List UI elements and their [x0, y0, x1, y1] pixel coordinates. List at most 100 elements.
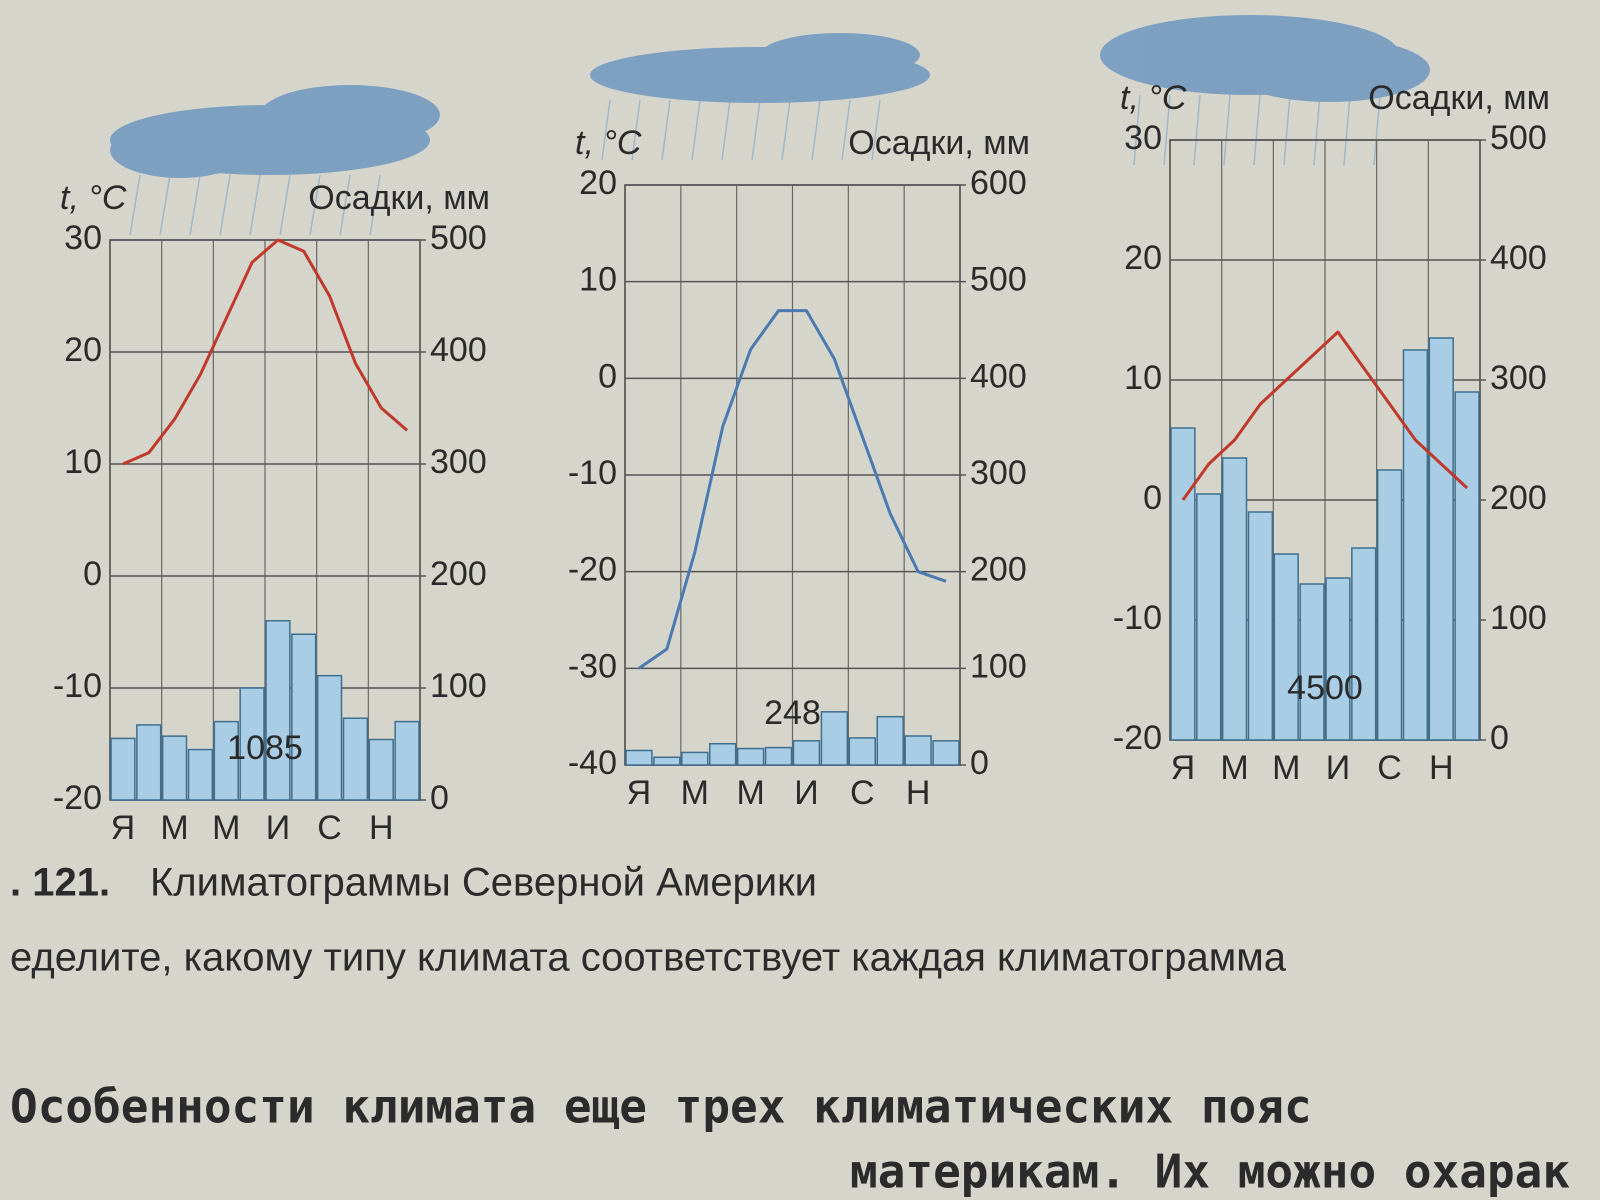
precipitation-bar: [187, 748, 214, 801]
y-axis-title: t, °C: [60, 179, 127, 217]
y-tick-label: -20: [53, 779, 102, 817]
y-axis-title: t, °C: [1120, 79, 1187, 117]
precipitation-bar: [136, 724, 162, 801]
x-tick-label: И: [794, 774, 818, 812]
precipitation-bar: [625, 749, 653, 766]
precipitation-bar: [792, 740, 821, 766]
x-tick-label: И: [1326, 749, 1350, 787]
temperature-line: [1181, 330, 1469, 501]
clouds: [110, 15, 1430, 178]
y-tick-label: -40: [568, 744, 617, 782]
y-tick-label: 10: [579, 261, 617, 299]
precipitation-bar: [342, 717, 369, 801]
temperature-line: [122, 238, 409, 466]
x-tick-label: Н: [906, 774, 931, 812]
x-tick-label: С: [850, 774, 875, 812]
precipitation-bar: [1247, 511, 1274, 741]
y2-tick-label: 100: [430, 667, 487, 705]
x-tick-label: М: [212, 809, 240, 847]
y-tick-label: -20: [568, 551, 617, 589]
precipitation-bar: [820, 711, 849, 766]
x-tick-label: И: [266, 809, 290, 847]
x-tick-label: М: [1272, 749, 1300, 787]
x-tick-label: С: [1377, 749, 1402, 787]
precipitation-bar: [1428, 337, 1454, 741]
precipitation-bar: [1402, 349, 1429, 741]
y2-tick-label: 200: [430, 555, 487, 593]
total-annotation: 1085: [227, 729, 303, 767]
precipitation-bar: [681, 751, 709, 766]
x-tick-label: С: [317, 809, 342, 847]
precipitation-bar: [161, 735, 188, 801]
y-tick-label: -20: [1113, 719, 1162, 757]
x-tick-label: Я: [111, 809, 136, 847]
precipitation-bar: [709, 742, 737, 766]
figure-title: Климатограммы Северной Америки: [150, 861, 817, 905]
y2-tick-label: 500: [430, 219, 487, 257]
y-tick-label: 20: [64, 331, 102, 369]
y2-tick-label: 400: [970, 357, 1027, 395]
y2-tick-label: 100: [970, 647, 1027, 685]
y2-tick-label: 200: [970, 551, 1027, 589]
precipitation-bar: [848, 737, 876, 766]
precipitation-bar: [239, 687, 265, 801]
y-tick-label: 0: [1143, 479, 1162, 517]
y-tick-label: 0: [83, 555, 102, 593]
precipitation-bar: [653, 756, 681, 766]
y-tick-label: 30: [64, 219, 102, 257]
precipitation-bar: [265, 620, 291, 801]
y2-tick-label: 300: [430, 443, 487, 481]
x-tick-label: Я: [627, 774, 652, 812]
y2-tick-label: 0: [430, 779, 449, 817]
total-annotation: 4500: [1287, 669, 1363, 707]
y-tick-label: 10: [1124, 359, 1162, 397]
precipitation-bar: [1376, 469, 1403, 741]
y2-axis-title: Осадки, мм: [848, 124, 1030, 162]
y-tick-label: 0: [598, 357, 617, 395]
precipitation-bar: [1351, 547, 1377, 741]
precipitation-bar: [1273, 553, 1299, 741]
precipitation-bar: [291, 633, 317, 801]
temperature-line: [638, 309, 947, 670]
y2-tick-label: 0: [1490, 719, 1509, 757]
precipitation-bar: [316, 674, 343, 801]
figure-question: еделите, какому типу климата соответству…: [10, 936, 1287, 980]
precipitation-bar: [1454, 391, 1480, 741]
y-tick-label: -10: [568, 454, 617, 492]
y-axis-title: t, °C: [575, 124, 642, 162]
y-tick-label: 30: [1124, 119, 1162, 157]
precipitation-bar: [932, 740, 960, 766]
body-text: Особенности климата еще трех климатическ…: [10, 1080, 1312, 1134]
y2-axis-title: Осадки, мм: [308, 179, 490, 217]
y2-tick-label: 500: [970, 261, 1027, 299]
y2-tick-label: 100: [1490, 599, 1547, 637]
y2-tick-label: 200: [1490, 479, 1547, 517]
x-tick-label: Я: [1171, 749, 1196, 787]
y2-tick-label: 500: [1490, 119, 1547, 157]
precipitation-bar: [213, 720, 239, 801]
precipitation-bar: [1221, 457, 1248, 741]
y2-tick-label: 0: [970, 744, 989, 782]
rain: [129, 94, 1381, 236]
y-tick-label: 10: [64, 443, 102, 481]
figure-number: . 121.: [10, 861, 110, 905]
precipitation-bar: [876, 715, 904, 766]
y2-tick-label: 600: [970, 164, 1027, 202]
precipitation-bar: [736, 747, 765, 766]
body-text: материкам. Их можно охарак: [850, 1145, 1570, 1199]
precipitation-bar: [1299, 583, 1325, 741]
precipitation-bar: [764, 746, 793, 766]
y-tick-label: -30: [568, 647, 617, 685]
y2-tick-label: 400: [1490, 239, 1547, 277]
y2-tick-label: 300: [1490, 359, 1547, 397]
y-tick-label: -10: [1113, 599, 1162, 637]
y-tick-label: -10: [53, 667, 102, 705]
x-tick-label: Н: [369, 809, 394, 847]
x-tick-label: М: [681, 774, 709, 812]
precipitation-bar: [1170, 427, 1196, 741]
precipitation-bar: [394, 720, 420, 801]
precipitation-bar: [904, 735, 932, 766]
x-tick-label: М: [736, 774, 764, 812]
total-annotation: 248: [764, 694, 821, 732]
